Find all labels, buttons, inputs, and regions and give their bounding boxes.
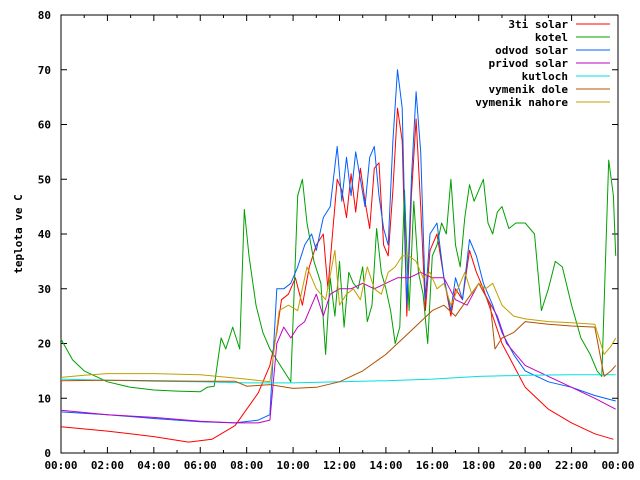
x-tick-label: 16:00 — [416, 459, 449, 472]
y-tick-label: 10 — [38, 392, 51, 405]
series-line-privod-solar — [60, 271, 616, 424]
axes: 0 10 20 30 40 50 60 70 80 00:00 02:00 04:00 06:00 08:… — [38, 9, 635, 472]
y-tick-label: 40 — [38, 228, 51, 241]
series-line-vymenik-nahore — [60, 249, 617, 383]
y-axis-title: teplota ve C — [12, 194, 25, 273]
x-tick-label: 22:00 — [555, 459, 588, 472]
legend-label: privod solar — [489, 57, 569, 70]
series-line-odvod-solar — [60, 69, 616, 424]
x-tick-label: 08:00 — [230, 459, 263, 472]
x-tick-label: 04:00 — [137, 459, 170, 472]
y-tick-label: 60 — [38, 119, 51, 132]
legend-label: kutloch — [522, 70, 568, 83]
y-tick-label: 30 — [38, 283, 51, 296]
legend-label: vymenik nahore — [475, 96, 568, 109]
series-group — [60, 69, 617, 443]
series-line-3ti-solar — [60, 107, 614, 443]
series-line-kotel — [60, 159, 617, 393]
y-tick-label: 0 — [44, 447, 51, 460]
x-tick-label: 18:00 — [462, 459, 495, 472]
x-tick-label: 20:00 — [509, 459, 542, 472]
legend-label: odvod solar — [495, 44, 568, 57]
x-tick-label: 00:00 — [601, 459, 634, 472]
legend-label: kotel — [535, 31, 568, 44]
x-tick-label: 12:00 — [323, 459, 356, 472]
y-tick-label: 80 — [38, 9, 51, 22]
x-tick-label: 00:00 — [44, 459, 77, 472]
x-tick-label: 06:00 — [184, 459, 217, 472]
x-tick-label: 02:00 — [91, 459, 124, 472]
y-tick-label: 70 — [38, 64, 51, 77]
series-line-vymenik-dole — [60, 282, 617, 389]
legend-label: vymenik dole — [489, 83, 569, 96]
legend-label: 3ti solar — [508, 18, 568, 31]
y-tick-label: 50 — [38, 173, 51, 186]
x-tick-label: 10:00 — [277, 459, 310, 472]
x-tick-label: 14:00 — [369, 459, 402, 472]
y-tick-label: 20 — [38, 338, 51, 351]
